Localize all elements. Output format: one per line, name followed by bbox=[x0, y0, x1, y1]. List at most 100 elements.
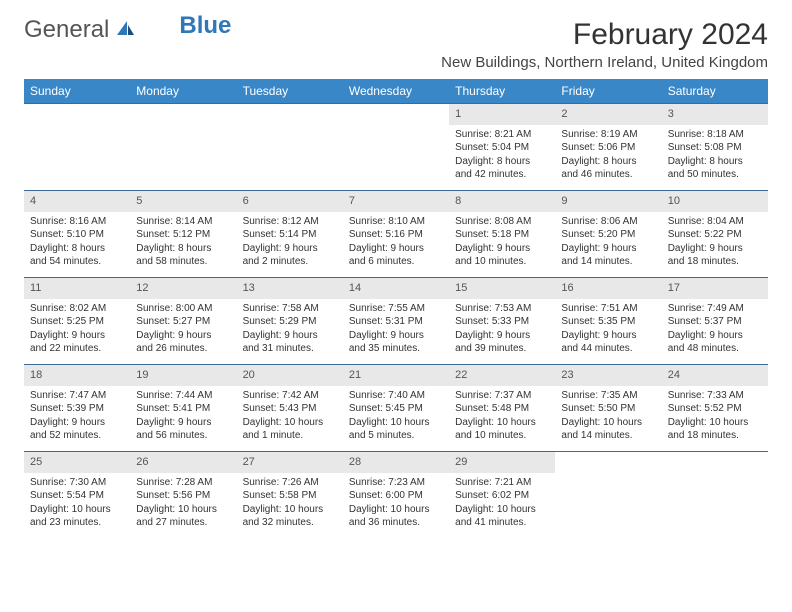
sunset-text: Sunset: 5:04 PM bbox=[455, 141, 549, 155]
daylight-text: Daylight: 9 hours and 10 minutes. bbox=[455, 242, 549, 269]
cell-body: Sunrise: 7:40 AMSunset: 5:45 PMDaylight:… bbox=[343, 386, 449, 449]
cell-body: Sunrise: 8:16 AMSunset: 5:10 PMDaylight:… bbox=[24, 212, 130, 275]
daylight-text: Daylight: 9 hours and 44 minutes. bbox=[561, 329, 655, 356]
daylight-text: Daylight: 9 hours and 48 minutes. bbox=[668, 329, 762, 356]
calendar-cell: 8Sunrise: 8:08 AMSunset: 5:18 PMDaylight… bbox=[449, 191, 555, 277]
brand-logo: General Blue bbox=[24, 18, 231, 42]
calendar-cell-empty bbox=[662, 452, 768, 538]
date-number: 9 bbox=[555, 191, 661, 212]
day-header-monday: Monday bbox=[130, 79, 236, 103]
cell-body: Sunrise: 7:35 AMSunset: 5:50 PMDaylight:… bbox=[555, 386, 661, 449]
date-number: 5 bbox=[130, 191, 236, 212]
location-subtitle: New Buildings, Northern Ireland, United … bbox=[441, 54, 768, 71]
cell-body: Sunrise: 8:19 AMSunset: 5:06 PMDaylight:… bbox=[555, 125, 661, 188]
brand-part2: Blue bbox=[179, 14, 231, 38]
daylight-text: Daylight: 9 hours and 6 minutes. bbox=[349, 242, 443, 269]
calendar-cell: 14Sunrise: 7:55 AMSunset: 5:31 PMDayligh… bbox=[343, 278, 449, 364]
cell-body: Sunrise: 7:30 AMSunset: 5:54 PMDaylight:… bbox=[24, 473, 130, 536]
sunrise-text: Sunrise: 7:44 AM bbox=[136, 389, 230, 403]
calendar-cell: 25Sunrise: 7:30 AMSunset: 5:54 PMDayligh… bbox=[24, 452, 130, 538]
brand-part1: General bbox=[24, 18, 109, 42]
daylight-text: Daylight: 8 hours and 54 minutes. bbox=[30, 242, 124, 269]
title-block: February 2024 New Buildings, Northern Ir… bbox=[441, 18, 768, 71]
calendar-cell: 2Sunrise: 8:19 AMSunset: 5:06 PMDaylight… bbox=[555, 104, 661, 190]
daylight-text: Daylight: 9 hours and 22 minutes. bbox=[30, 329, 124, 356]
sunrise-text: Sunrise: 7:47 AM bbox=[30, 389, 124, 403]
calendar-cell: 27Sunrise: 7:26 AMSunset: 5:58 PMDayligh… bbox=[237, 452, 343, 538]
calendar-cell: 17Sunrise: 7:49 AMSunset: 5:37 PMDayligh… bbox=[662, 278, 768, 364]
calendar-cell: 15Sunrise: 7:53 AMSunset: 5:33 PMDayligh… bbox=[449, 278, 555, 364]
page-header: General Blue February 2024 New Buildings… bbox=[24, 18, 768, 71]
calendar-cell: 24Sunrise: 7:33 AMSunset: 5:52 PMDayligh… bbox=[662, 365, 768, 451]
day-header-thursday: Thursday bbox=[449, 79, 555, 103]
cell-body: Sunrise: 7:37 AMSunset: 5:48 PMDaylight:… bbox=[449, 386, 555, 449]
cell-body: Sunrise: 7:21 AMSunset: 6:02 PMDaylight:… bbox=[449, 473, 555, 536]
daylight-text: Daylight: 10 hours and 32 minutes. bbox=[243, 503, 337, 530]
sunset-text: Sunset: 5:52 PM bbox=[668, 402, 762, 416]
day-header-saturday: Saturday bbox=[662, 79, 768, 103]
sunrise-text: Sunrise: 7:26 AM bbox=[243, 476, 337, 490]
day-header-sunday: Sunday bbox=[24, 79, 130, 103]
calendar-cell: 23Sunrise: 7:35 AMSunset: 5:50 PMDayligh… bbox=[555, 365, 661, 451]
calendar: Sunday Monday Tuesday Wednesday Thursday… bbox=[24, 79, 768, 538]
daylight-text: Daylight: 10 hours and 41 minutes. bbox=[455, 503, 549, 530]
cell-body: Sunrise: 8:04 AMSunset: 5:22 PMDaylight:… bbox=[662, 212, 768, 275]
sunrise-text: Sunrise: 8:14 AM bbox=[136, 215, 230, 229]
sunset-text: Sunset: 5:20 PM bbox=[561, 228, 655, 242]
sunrise-text: Sunrise: 7:35 AM bbox=[561, 389, 655, 403]
sunset-text: Sunset: 5:18 PM bbox=[455, 228, 549, 242]
cell-body: Sunrise: 8:14 AMSunset: 5:12 PMDaylight:… bbox=[130, 212, 236, 275]
calendar-cell: 1 Sunrise: 8:21 AMSunset: 5:04 PMDaylight… bbox=[449, 104, 555, 190]
calendar-cell: 28Sunrise: 7:23 AMSunset: 6:00 PMDayligh… bbox=[343, 452, 449, 538]
sunset-text: Sunset: 5:27 PM bbox=[136, 315, 230, 329]
cell-body: Sunrise: 7:33 AMSunset: 5:52 PMDaylight:… bbox=[662, 386, 768, 449]
calendar-week: 11Sunrise: 8:02 AMSunset: 5:25 PMDayligh… bbox=[24, 277, 768, 364]
weeks-container: 1Sunrise: 8:21 AMSunset: 5:04 PMDaylight… bbox=[24, 103, 768, 538]
sail-icon bbox=[115, 18, 135, 42]
sunrise-text: Sunrise: 7:37 AM bbox=[455, 389, 549, 403]
daylight-text: Daylight: 10 hours and 36 minutes. bbox=[349, 503, 443, 530]
calendar-cell: 21Sunrise: 7:40 AMSunset: 5:45 PMDayligh… bbox=[343, 365, 449, 451]
sunrise-text: Sunrise: 8:16 AM bbox=[30, 215, 124, 229]
cell-body: Sunrise: 7:53 AMSunset: 5:33 PMDaylight:… bbox=[449, 299, 555, 362]
daylight-text: Daylight: 10 hours and 14 minutes. bbox=[561, 416, 655, 443]
calendar-cell: 16Sunrise: 7:51 AMSunset: 5:35 PMDayligh… bbox=[555, 278, 661, 364]
cell-body: Sunrise: 7:42 AMSunset: 5:43 PMDaylight:… bbox=[237, 386, 343, 449]
daylight-text: Daylight: 8 hours and 42 minutes. bbox=[455, 155, 549, 182]
daylight-text: Daylight: 9 hours and 31 minutes. bbox=[243, 329, 337, 356]
calendar-cell: 19Sunrise: 7:44 AMSunset: 5:41 PMDayligh… bbox=[130, 365, 236, 451]
sunrise-text: Sunrise: 8:19 AM bbox=[561, 128, 655, 142]
daylight-text: Daylight: 8 hours and 50 minutes. bbox=[668, 155, 762, 182]
sunset-text: Sunset: 5:41 PM bbox=[136, 402, 230, 416]
date-number: 1 bbox=[449, 104, 555, 125]
sunrise-text: Sunrise: 7:40 AM bbox=[349, 389, 443, 403]
daylight-text: Daylight: 9 hours and 14 minutes. bbox=[561, 242, 655, 269]
daylight-text: Daylight: 9 hours and 35 minutes. bbox=[349, 329, 443, 356]
date-number: 21 bbox=[343, 365, 449, 386]
date-number: 3 bbox=[662, 104, 768, 125]
cell-body: Sunrise: 7:51 AMSunset: 5:35 PMDaylight:… bbox=[555, 299, 661, 362]
date-number: 25 bbox=[24, 452, 130, 473]
cell-body: Sunrise: 8:10 AMSunset: 5:16 PMDaylight:… bbox=[343, 212, 449, 275]
date-number: 18 bbox=[24, 365, 130, 386]
sunrise-text: Sunrise: 8:21 AM bbox=[455, 128, 549, 142]
calendar-cell: 13Sunrise: 7:58 AMSunset: 5:29 PMDayligh… bbox=[237, 278, 343, 364]
calendar-cell-empty bbox=[130, 104, 236, 190]
calendar-cell: 10Sunrise: 8:04 AMSunset: 5:22 PMDayligh… bbox=[662, 191, 768, 277]
date-number: 11 bbox=[24, 278, 130, 299]
date-number: 26 bbox=[130, 452, 236, 473]
daylight-text: Daylight: 9 hours and 39 minutes. bbox=[455, 329, 549, 356]
calendar-cell: 7Sunrise: 8:10 AMSunset: 5:16 PMDaylight… bbox=[343, 191, 449, 277]
sunrise-text: Sunrise: 8:18 AM bbox=[668, 128, 762, 142]
calendar-cell: 4Sunrise: 8:16 AMSunset: 5:10 PMDaylight… bbox=[24, 191, 130, 277]
cell-body: Sunrise: 7:44 AMSunset: 5:41 PMDaylight:… bbox=[130, 386, 236, 449]
sunrise-text: Sunrise: 7:53 AM bbox=[455, 302, 549, 316]
cell-body: Sunrise: 7:26 AMSunset: 5:58 PMDaylight:… bbox=[237, 473, 343, 536]
cell-body: Sunrise: 7:49 AMSunset: 5:37 PMDaylight:… bbox=[662, 299, 768, 362]
daylight-text: Daylight: 10 hours and 18 minutes. bbox=[668, 416, 762, 443]
cell-body: Sunrise: 7:58 AMSunset: 5:29 PMDaylight:… bbox=[237, 299, 343, 362]
sunrise-text: Sunrise: 7:42 AM bbox=[243, 389, 337, 403]
sunrise-text: Sunrise: 7:51 AM bbox=[561, 302, 655, 316]
calendar-cell-empty bbox=[343, 104, 449, 190]
sunset-text: Sunset: 5:43 PM bbox=[243, 402, 337, 416]
